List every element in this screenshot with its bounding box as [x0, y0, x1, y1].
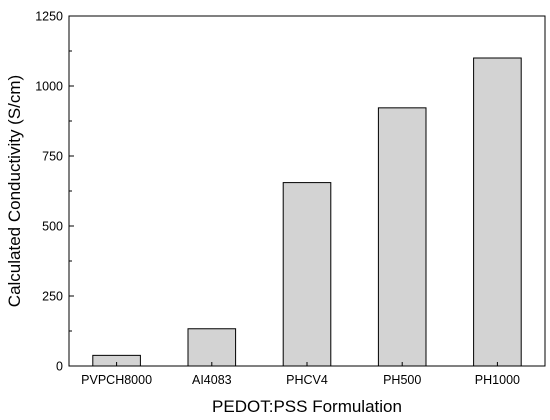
y-tick-label: 1250 — [35, 10, 63, 24]
x-axis-ticks: PVPCH8000 AI4083 PHCV4 PH500 PH1000 — [81, 362, 520, 387]
bar-ph1000 — [473, 57, 522, 367]
bars-group — [92, 57, 522, 367]
x-axis-title: PEDOT:PSS Formulation — [212, 397, 402, 416]
bar-ai4083 — [187, 328, 237, 367]
y-tick-label: 500 — [42, 220, 63, 234]
x-tick-label: PH500 — [383, 373, 421, 387]
x-tick-label: PHCV4 — [286, 373, 328, 387]
y-tick-label: 1000 — [35, 80, 63, 94]
plot-frame — [68, 15, 546, 367]
bar-phcv4 — [282, 182, 332, 367]
y-tick-label: 0 — [56, 360, 63, 374]
x-tick-label: AI4083 — [192, 373, 232, 387]
y-axis-title: Calculated Conductivity (S/cm) — [5, 75, 24, 307]
y-tick-label: 250 — [42, 290, 63, 304]
bar-ph500 — [377, 107, 427, 367]
x-tick-label: PVPCH8000 — [81, 373, 152, 387]
y-axis-ticks: 0 250 500 750 1000 1250 — [35, 10, 74, 374]
x-tick-label: PH1000 — [475, 373, 520, 387]
y-tick-label: 750 — [42, 150, 63, 164]
